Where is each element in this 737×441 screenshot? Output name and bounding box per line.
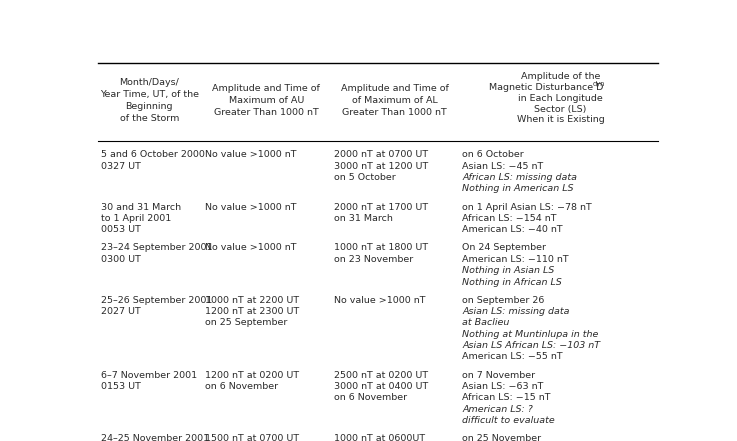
Text: 0327 UT: 0327 UT <box>101 162 141 171</box>
Text: 6–7 November 2001: 6–7 November 2001 <box>101 370 197 380</box>
Text: 0300 UT: 0300 UT <box>101 255 141 264</box>
Text: No value >1000 nT: No value >1000 nT <box>205 202 297 212</box>
Text: American LS: −55 nT: American LS: −55 nT <box>462 352 563 362</box>
Text: Asian LS: missing data: Asian LS: missing data <box>462 307 570 316</box>
Text: 3000 nT at 0400 UT: 3000 nT at 0400 UT <box>334 382 428 391</box>
Text: on 31 March: on 31 March <box>334 214 393 223</box>
Text: Nothing in Asian LS: Nothing in Asian LS <box>462 266 554 275</box>
Text: dyn: dyn <box>593 81 605 87</box>
Text: on 6 October: on 6 October <box>462 150 524 159</box>
Text: 1200 nT at 0200 UT: 1200 nT at 0200 UT <box>205 370 299 380</box>
Text: American LS: −40 nT: American LS: −40 nT <box>462 225 563 234</box>
Text: at Baclieu: at Baclieu <box>462 318 509 327</box>
Text: 24–25 November 2001: 24–25 November 2001 <box>101 434 209 441</box>
Text: on 7 November: on 7 November <box>462 370 535 380</box>
Text: 25–26 September 2001: 25–26 September 2001 <box>101 295 212 305</box>
Text: 2000 nT at 0700 UT: 2000 nT at 0700 UT <box>334 150 428 159</box>
Text: Nothing in African LS: Nothing in African LS <box>462 277 562 287</box>
Text: Amplitude and Time of
Maximum of AU
Greater Than 1000 nT: Amplitude and Time of Maximum of AU Grea… <box>212 84 321 117</box>
Text: on 23 November: on 23 November <box>334 255 413 264</box>
Text: Sector (LS): Sector (LS) <box>534 105 587 113</box>
Text: on September 26: on September 26 <box>462 295 545 305</box>
Text: on 25 September: on 25 September <box>205 318 287 327</box>
Text: 1200 nT at 2300 UT: 1200 nT at 2300 UT <box>205 307 299 316</box>
Text: 2000 nT at 1700 UT: 2000 nT at 1700 UT <box>334 202 428 212</box>
Text: 1000 nT at 0600UT: 1000 nT at 0600UT <box>334 434 425 441</box>
Text: African LS: missing data: African LS: missing data <box>462 173 577 182</box>
Text: African LS: −15 nT: African LS: −15 nT <box>462 393 551 402</box>
Text: 1000 nT at 1800 UT: 1000 nT at 1800 UT <box>334 243 428 252</box>
Text: on 5 October: on 5 October <box>334 173 396 182</box>
Text: in Each Longitude: in Each Longitude <box>518 93 603 103</box>
Text: on 6 November: on 6 November <box>205 382 279 391</box>
Text: on 6 November: on 6 November <box>334 393 407 402</box>
Text: 1500 nT at 0700 UT: 1500 nT at 0700 UT <box>205 434 299 441</box>
Text: 2500 nT at 0200 UT: 2500 nT at 0200 UT <box>334 370 428 380</box>
Text: On 24 September: On 24 September <box>462 243 546 252</box>
Text: American LS: ?: American LS: ? <box>462 405 533 414</box>
Text: No value >1000 nT: No value >1000 nT <box>205 150 297 159</box>
Text: Magnetic Disturbance D: Magnetic Disturbance D <box>489 82 604 92</box>
Text: No value >1000 nT: No value >1000 nT <box>334 295 425 305</box>
Text: Asian LS African LS: −103 nT: Asian LS African LS: −103 nT <box>462 341 600 350</box>
Text: 0153 UT: 0153 UT <box>101 382 141 391</box>
Text: Nothing in American LS: Nothing in American LS <box>462 184 573 194</box>
Text: 0053 UT: 0053 UT <box>101 225 141 234</box>
Text: Amplitude and Time of
of Maximum of AL
Greater Than 1000 nT: Amplitude and Time of of Maximum of AL G… <box>341 84 449 117</box>
Text: American LS: −110 nT: American LS: −110 nT <box>462 255 569 264</box>
Text: 2027 UT: 2027 UT <box>101 307 141 316</box>
Text: Nothing at Muntinlupa in the: Nothing at Muntinlupa in the <box>462 330 598 339</box>
Text: 1000 nT at 2200 UT: 1000 nT at 2200 UT <box>205 295 299 305</box>
Text: When it is Existing: When it is Existing <box>517 116 604 124</box>
Text: No value >1000 nT: No value >1000 nT <box>205 243 297 252</box>
Text: Asian LS: −63 nT: Asian LS: −63 nT <box>462 382 544 391</box>
Text: difficult to evaluate: difficult to evaluate <box>462 416 555 425</box>
Text: African LS: −154 nT: African LS: −154 nT <box>462 214 556 223</box>
Text: 3000 nT at 1200 UT: 3000 nT at 1200 UT <box>334 162 428 171</box>
Text: Amplitude of the: Amplitude of the <box>521 71 600 81</box>
Text: Asian LS: −45 nT: Asian LS: −45 nT <box>462 162 543 171</box>
Text: Month/Days/
Year Time, UT, of the
Beginning
of the Storm: Month/Days/ Year Time, UT, of the Beginn… <box>99 78 199 123</box>
Text: 5 and 6 October 2000: 5 and 6 October 2000 <box>101 150 205 159</box>
Text: to 1 April 2001: to 1 April 2001 <box>101 214 171 223</box>
Text: on 25 November: on 25 November <box>462 434 542 441</box>
Text: on 1 April Asian LS: −78 nT: on 1 April Asian LS: −78 nT <box>462 202 592 212</box>
Text: 30 and 31 March: 30 and 31 March <box>101 202 181 212</box>
Text: 23–24 September 2001: 23–24 September 2001 <box>101 243 212 252</box>
